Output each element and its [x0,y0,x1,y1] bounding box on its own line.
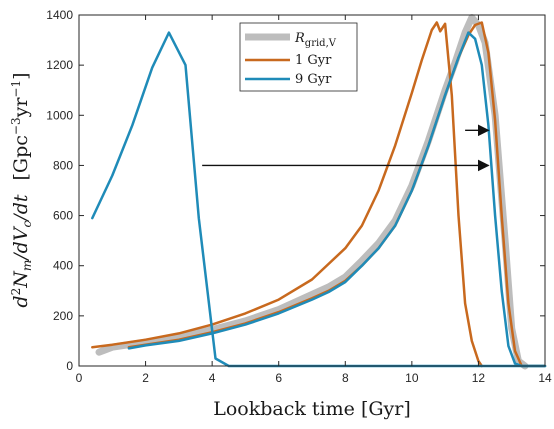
y-tick-label: 800 [53,158,73,172]
x-axis-title: Lookback time [Gyr] [213,398,411,420]
y-tick-label: 200 [53,309,73,323]
x-tick-label: 8 [342,371,349,385]
y-tick-label: 1200 [46,58,73,72]
y-axis-title: d2Nm/dVc/dt[Gpc−3yr−1] [9,72,34,307]
legend-label-1gyr: 1 Gyr [295,53,332,68]
y-tick-label: 0 [66,359,73,373]
y-tick-label: 1000 [46,108,73,122]
series-line-3 [91,31,547,368]
tick-layer: 0 2 4 6 8 10 12 14 0 200 400 600 800 1000 1200 1400 [46,8,552,385]
svg-text:d2Nm/dVc/dt[Gpc−3yr−1]: d2Nm/dVc/dt[Gpc−3yr−1] [9,72,34,307]
series-line-4 [127,31,547,368]
legend-label-r-grid: Rgrid,V [294,31,337,49]
x-tick-label: 14 [538,371,552,385]
plot-area-frame [78,14,546,367]
x-tick-label: 0 [76,371,83,385]
x-tick-label: 2 [142,371,149,385]
x-tick-label: 12 [472,371,486,385]
series-line-1 [91,21,484,368]
legend: Rgrid,V 1 Gyr 9 Gyr [239,22,358,92]
y-tick-label: 1400 [46,8,73,22]
series-layer [91,14,547,370]
x-tick-label: 10 [405,371,419,385]
y-tick-label: 400 [53,259,73,273]
legend-label-9gyr: 9 Gyr [295,72,332,87]
x-tick-label: 4 [209,371,216,385]
annotation-layer [202,124,490,172]
x-tick-label: 6 [275,371,282,385]
y-tick-label: 600 [53,209,73,223]
